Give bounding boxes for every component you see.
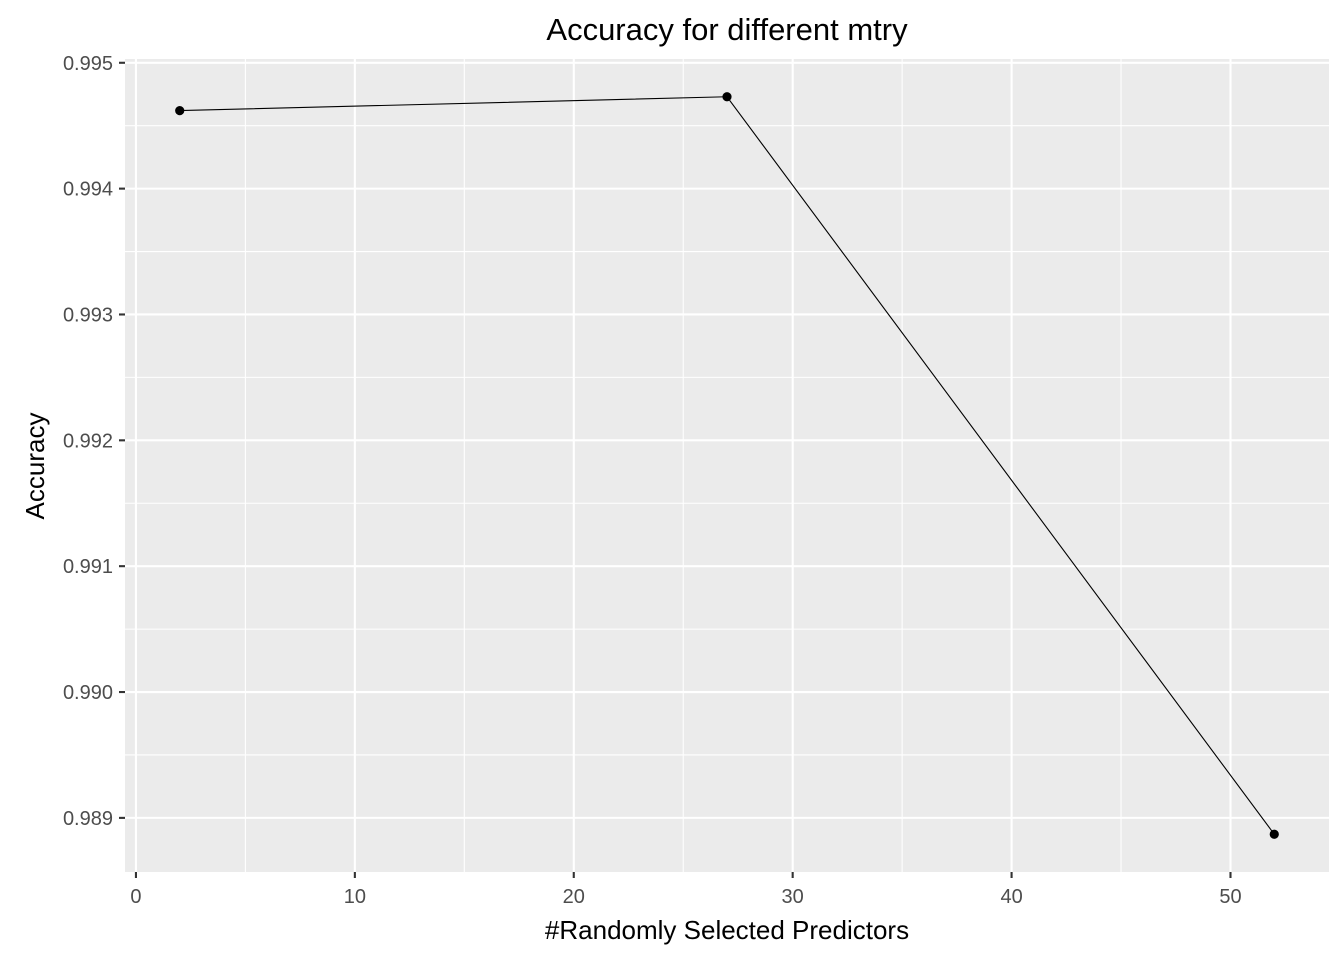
x-tick-label: 50: [1219, 886, 1241, 908]
x-axis: 0 10 20 30 40 50: [130, 872, 1242, 908]
y-tick-label: 0.990: [63, 682, 113, 704]
x-tick-label: 10: [344, 886, 366, 908]
data-point: [722, 92, 732, 102]
x-tick-label: 30: [782, 886, 804, 908]
y-tick-label: 0.991: [63, 556, 113, 578]
data-series: [175, 92, 1279, 839]
x-axis-title: #Randomly Selected Predictors: [545, 915, 909, 945]
x-tick-label: 20: [563, 886, 585, 908]
data-point: [1269, 829, 1279, 839]
data-point: [175, 105, 185, 116]
y-axis-title: Accuracy: [20, 413, 50, 520]
y-tick-label: 0.993: [63, 304, 113, 326]
y-axis: 0.989 0.990 0.991 0.992 0.993 0.994 0.995: [63, 53, 125, 830]
plot-panel: [125, 59, 1329, 872]
y-tick-label: 0.995: [63, 53, 113, 75]
x-tick-label: 0: [130, 886, 141, 908]
x-tick-label: 40: [1000, 886, 1022, 908]
y-tick-label: 0.989: [63, 808, 113, 830]
major-gridlines: [125, 59, 1329, 872]
chart-title: Accuracy for different mtry: [546, 12, 908, 47]
y-tick-label: 0.994: [63, 179, 113, 201]
minor-gridlines: [125, 59, 1329, 872]
y-tick-label: 0.992: [63, 430, 113, 452]
